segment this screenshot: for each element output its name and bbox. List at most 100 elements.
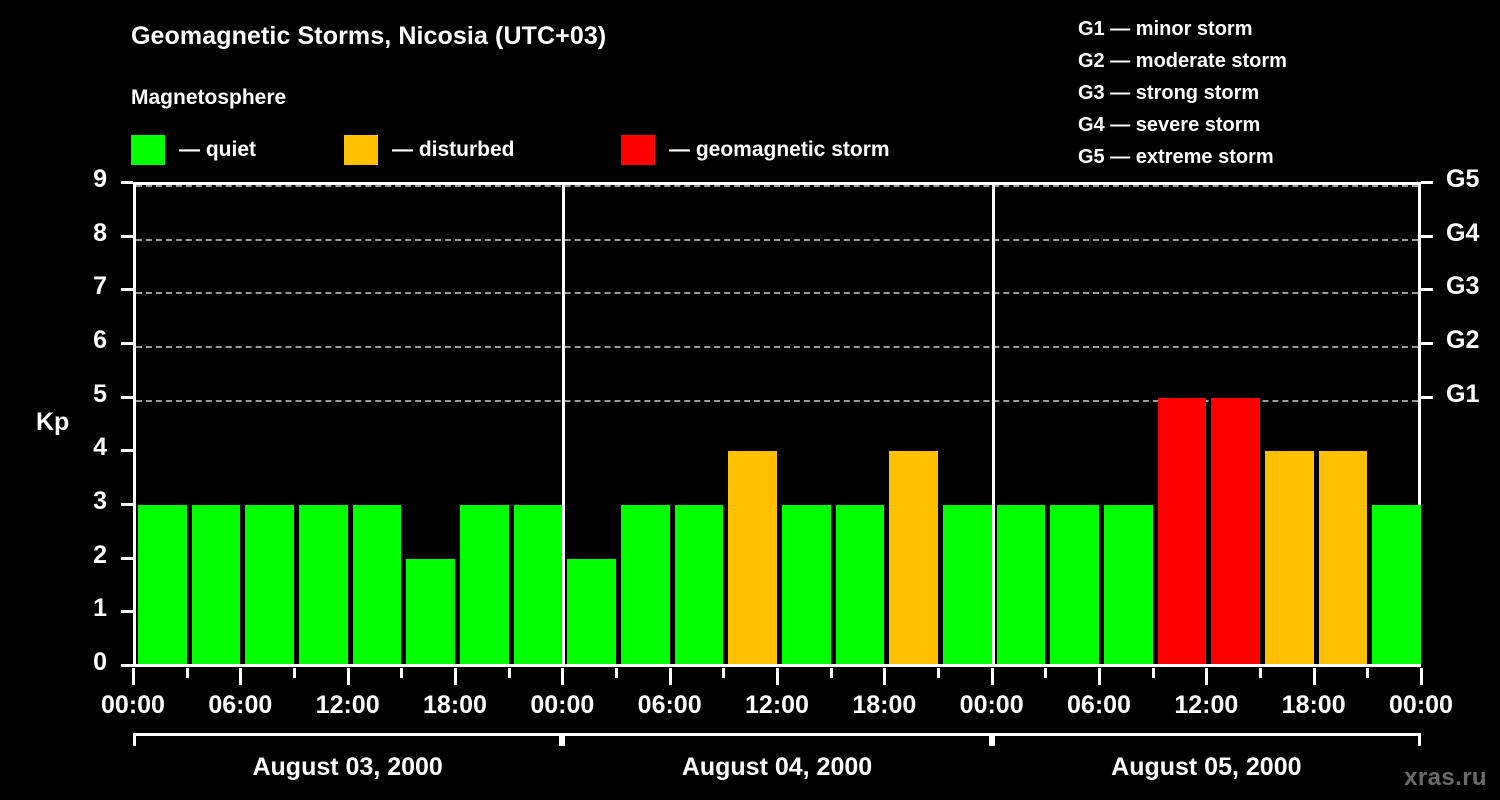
- x-minor-tick-19: [1151, 668, 1155, 678]
- g-tick-G3: [1421, 288, 1433, 292]
- bar[interactable]: [567, 558, 616, 666]
- legend-item-1: — disturbed: [344, 133, 515, 167]
- y-tick-label-7: 7: [93, 272, 107, 301]
- bar[interactable]: [299, 505, 348, 666]
- day-bracket-2: [562, 733, 992, 746]
- day-separator-2: [991, 182, 995, 665]
- y-tick-4: [121, 449, 133, 453]
- bar[interactable]: [621, 505, 670, 666]
- bar[interactable]: [943, 505, 992, 666]
- day-separator-1: [562, 182, 566, 665]
- bar[interactable]: [1104, 505, 1153, 666]
- x-tick-8: [990, 668, 994, 685]
- x-tick-label-10: 12:00: [1174, 691, 1239, 719]
- x-tick-0: [132, 668, 135, 685]
- disturbed-swatch: [344, 135, 378, 165]
- x-tick-12: [1420, 668, 1423, 685]
- x-tick-1: [239, 668, 243, 685]
- x-minor-tick-15: [937, 668, 940, 678]
- g-scale-row-2: G2 — moderate storm: [1078, 50, 1287, 72]
- bar[interactable]: [1157, 397, 1207, 666]
- y-tick-3: [121, 503, 133, 506]
- g-scale-row-1: G1 — minor storm: [1078, 18, 1253, 40]
- gridline-kp-8: [136, 238, 1418, 241]
- y-tick-9: [121, 181, 133, 184]
- bar[interactable]: [191, 505, 241, 666]
- legend-item-2: — geomagnetic storm: [621, 133, 890, 167]
- quiet-swatch: [131, 135, 165, 165]
- x-minor-tick-13: [829, 668, 833, 678]
- y-tick-6: [121, 342, 133, 345]
- y-tick-label-9: 9: [93, 165, 107, 193]
- y-tick-0: [121, 664, 133, 667]
- x-minor-tick-17: [1044, 668, 1048, 678]
- g-tick-G1: [1421, 395, 1433, 399]
- day-label-1: August 03, 2000: [252, 753, 443, 781]
- bar[interactable]: [1318, 451, 1368, 666]
- g-tick-label-G1: G1: [1446, 379, 1480, 408]
- bar[interactable]: [352, 505, 402, 666]
- bar[interactable]: [460, 505, 509, 666]
- storm-swatch: [621, 135, 655, 165]
- x-minor-tick-11: [722, 668, 726, 678]
- x-tick-label-2: 12:00: [315, 691, 380, 719]
- bar[interactable]: [996, 505, 1046, 666]
- y-tick-label-4: 4: [93, 433, 107, 462]
- x-minor-tick-1: [185, 668, 189, 678]
- x-tick-label-0: 00:00: [101, 691, 165, 719]
- plot-area: [133, 182, 1421, 666]
- g-tick-label-G3: G3: [1446, 272, 1480, 301]
- bar[interactable]: [1265, 451, 1314, 666]
- x-tick-label-1: 06:00: [208, 691, 273, 719]
- bar[interactable]: [889, 451, 938, 666]
- day-label-2: August 04, 2000: [681, 753, 873, 781]
- bar[interactable]: [138, 505, 187, 666]
- bar[interactable]: [674, 505, 724, 666]
- gridline-layer: [136, 185, 1418, 666]
- y-tick-2: [121, 556, 133, 560]
- x-minor-tick-3: [293, 668, 296, 678]
- y-tick-label-3: 3: [93, 487, 107, 515]
- bar[interactable]: [1372, 505, 1421, 666]
- x-tick-label-8: 00:00: [959, 691, 1024, 719]
- x-minor-tick-7: [507, 668, 511, 678]
- watermark: xras.ru: [1404, 764, 1487, 791]
- x-tick-2: [346, 668, 350, 685]
- bar[interactable]: [1211, 397, 1260, 666]
- gridline-kp-9: [136, 185, 1418, 187]
- y-tick-7: [121, 288, 133, 292]
- y-axis-title: Kp: [36, 408, 70, 436]
- g-tick-G2: [1421, 342, 1433, 345]
- bar[interactable]: [513, 505, 563, 666]
- bar[interactable]: [782, 505, 831, 666]
- bar[interactable]: [728, 451, 777, 666]
- bar[interactable]: [1050, 505, 1099, 666]
- g-scale-row-3: G3 — strong storm: [1078, 82, 1260, 104]
- day-bracket-3: [991, 733, 1421, 746]
- x-tick-10: [1205, 668, 1209, 685]
- x-tick-11: [1312, 668, 1316, 685]
- y-tick-label-1: 1: [93, 594, 107, 623]
- x-tick-4: [561, 668, 565, 685]
- x-tick-9: [1098, 668, 1101, 685]
- y-tick-label-0: 0: [93, 648, 107, 676]
- bar[interactable]: [835, 505, 885, 666]
- x-tick-label-9: 06:00: [1067, 691, 1131, 719]
- legend-label: — quiet: [179, 138, 256, 161]
- x-tick-6: [776, 668, 779, 685]
- legend-label: — disturbed: [392, 138, 515, 161]
- y-tick-8: [121, 234, 133, 238]
- bar[interactable]: [245, 505, 294, 666]
- g-tick-label-G5: G5: [1446, 165, 1480, 193]
- y-tick-5: [121, 395, 133, 399]
- bar[interactable]: [406, 558, 455, 666]
- y-tick-label-8: 8: [93, 218, 107, 247]
- gridline-kp-7: [136, 292, 1418, 295]
- day-label-3: August 05, 2000: [1111, 753, 1302, 781]
- x-tick-label-6: 12:00: [745, 691, 809, 719]
- y-tick-1: [121, 610, 133, 614]
- g-tick-label-G2: G2: [1446, 326, 1480, 354]
- g-tick-G4: [1421, 234, 1433, 238]
- x-tick-label-11: 18:00: [1281, 691, 1346, 719]
